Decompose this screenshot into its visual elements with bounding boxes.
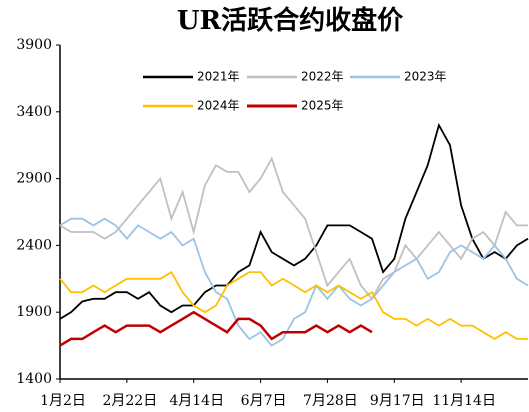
chart-title: UR活跃合约收盘价 [177, 5, 404, 36]
y-tick-label: 3900 [16, 37, 52, 53]
x-tick-label: 6月7日 [241, 393, 287, 409]
y-tick-label: 1900 [16, 304, 52, 320]
y-tick-label: 2400 [16, 237, 52, 253]
x-tick-label: 4月14日 [169, 393, 224, 409]
legend-label: 2025年 [301, 99, 344, 113]
x-tick-label: 9月17日 [370, 393, 425, 409]
legend-label: 2023年 [404, 70, 447, 84]
series-line [59, 270, 528, 340]
series-line [59, 217, 529, 347]
x-tick-label: 7月28日 [303, 393, 358, 409]
y-tick-label: 2900 [16, 171, 52, 187]
series-line [59, 310, 373, 347]
legend-label: 2024年 [197, 99, 240, 113]
y-tick-label: 1400 [16, 371, 52, 387]
x-tick-label: 11月14日 [432, 393, 496, 409]
x-tick-label: 1月2日 [40, 393, 86, 409]
y-tick-label: 3400 [16, 104, 52, 120]
legend-label: 2021年 [197, 70, 240, 84]
series-line [59, 122, 529, 320]
x-tick-label: 2月22日 [102, 393, 157, 409]
series-line [59, 156, 528, 301]
legend-label: 2022年 [301, 70, 344, 84]
